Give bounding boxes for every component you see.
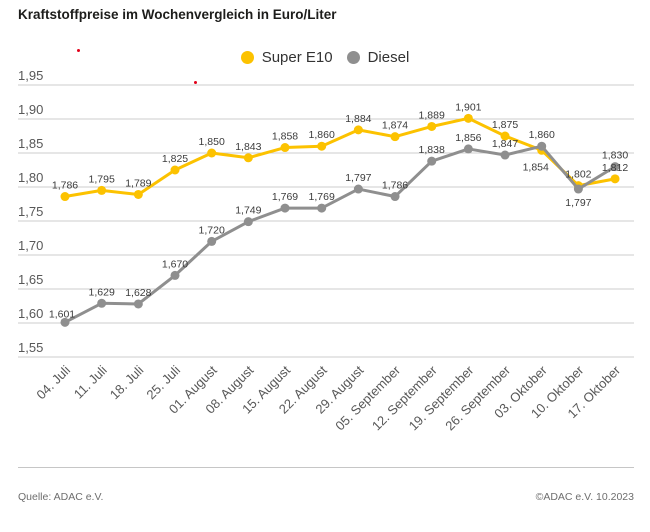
legend-label-diesel: Diesel: [367, 48, 410, 66]
data-point: [280, 203, 290, 213]
data-label: 1,889: [419, 109, 445, 121]
footer-divider: [18, 467, 634, 468]
x-tick-label: 18. Juli: [107, 362, 147, 402]
y-tick-label: 1,70: [18, 238, 43, 253]
data-point: [170, 270, 180, 280]
data-label: 1,769: [309, 191, 335, 203]
data-point: [500, 131, 510, 141]
data-label: 1,812: [602, 162, 628, 174]
data-label: 1,670: [162, 258, 188, 270]
chart-title: Kraftstoffpreise im Wochenvergleich in E…: [18, 7, 337, 22]
data-point: [390, 192, 400, 202]
data-label: 1,749: [235, 205, 261, 217]
data-label: 1,850: [199, 136, 225, 148]
source-note: Quelle: ADAC e.V.: [18, 491, 104, 503]
data-point: [280, 143, 290, 153]
data-point: [500, 150, 510, 160]
data-label: 1,838: [419, 144, 445, 156]
data-label: 1,858: [272, 131, 298, 143]
y-tick-label: 1,85: [18, 136, 43, 151]
data-point: [243, 217, 253, 227]
data-label: 1,797: [345, 172, 371, 184]
y-tick-label: 1,65: [18, 272, 43, 287]
footer: Quelle: ADAC e.V. ©ADAC e.V. 10.2023: [18, 491, 634, 503]
series-line-diesel: [64, 144, 616, 324]
data-label: 1,795: [89, 173, 115, 185]
data-point: [427, 156, 437, 166]
legend-item-super-e10: Super E10: [240, 48, 333, 66]
data-point: [97, 185, 107, 195]
data-point: [133, 299, 143, 309]
data-label: 1,847: [492, 138, 518, 150]
data-point: [463, 113, 473, 123]
data-point: [317, 141, 327, 151]
data-label: 1,901: [455, 101, 481, 113]
red-speck-icon: [194, 81, 197, 84]
data-point: [170, 165, 180, 175]
series-line-super-e10: [64, 116, 616, 198]
y-tick-label: 1,80: [18, 170, 43, 185]
data-label: 1,830: [602, 150, 628, 162]
data-point: [243, 153, 253, 163]
legend-item-diesel: Diesel: [346, 48, 410, 66]
x-tick-label: 04. Juli: [33, 362, 73, 402]
data-label: 1,786: [382, 180, 408, 192]
y-tick-label: 1,60: [18, 306, 43, 321]
data-label: 1,860: [309, 129, 335, 141]
data-point: [390, 132, 400, 142]
data-point: [353, 184, 363, 194]
y-tick-label: 1,90: [18, 102, 43, 117]
data-point: [353, 125, 363, 135]
data-point: [427, 121, 437, 131]
data-label: 1,786: [52, 180, 78, 192]
data-label: 1,628: [125, 287, 151, 299]
data-point: [133, 189, 143, 199]
data-point: [207, 236, 217, 246]
y-tick-label: 1,95: [18, 68, 43, 83]
data-label: 1,720: [199, 224, 225, 236]
data-label: 1,601: [49, 308, 75, 320]
data-label: 1,843: [235, 141, 261, 153]
data-point: [463, 144, 473, 154]
y-tick-label: 1,55: [18, 340, 43, 355]
data-point: [537, 141, 547, 151]
copyright-note: ©ADAC e.V. 10.2023: [535, 491, 634, 503]
legend-label-super-e10: Super E10: [261, 48, 333, 66]
legend: Super E10 Diesel: [0, 48, 650, 66]
data-label: 1,769: [272, 191, 298, 203]
data-point: [610, 174, 620, 184]
data-point: [60, 192, 70, 202]
data-label: 1,825: [162, 153, 188, 165]
data-point: [97, 298, 107, 308]
data-point: [207, 148, 217, 158]
data-label: 1,884: [345, 113, 371, 125]
super-e10-swatch-icon: [240, 50, 254, 64]
data-label: 1,797: [565, 197, 591, 209]
data-label: 1,856: [455, 132, 481, 144]
data-label: 1,854: [523, 161, 549, 173]
data-label: 1,802: [565, 169, 591, 181]
data-point: [573, 184, 583, 194]
diesel-swatch-icon: [346, 50, 360, 64]
data-point: [610, 162, 620, 172]
data-label: 1,789: [125, 177, 151, 189]
data-label: 1,860: [529, 129, 555, 141]
y-tick-label: 1,75: [18, 204, 43, 219]
red-speck-icon: [77, 49, 80, 52]
x-tick-label: 11. Juli: [71, 362, 110, 401]
data-point: [60, 317, 70, 327]
data-point: [317, 203, 327, 213]
data-label: 1,875: [492, 119, 518, 131]
data-label: 1,874: [382, 120, 408, 132]
data-label: 1,629: [89, 286, 115, 298]
